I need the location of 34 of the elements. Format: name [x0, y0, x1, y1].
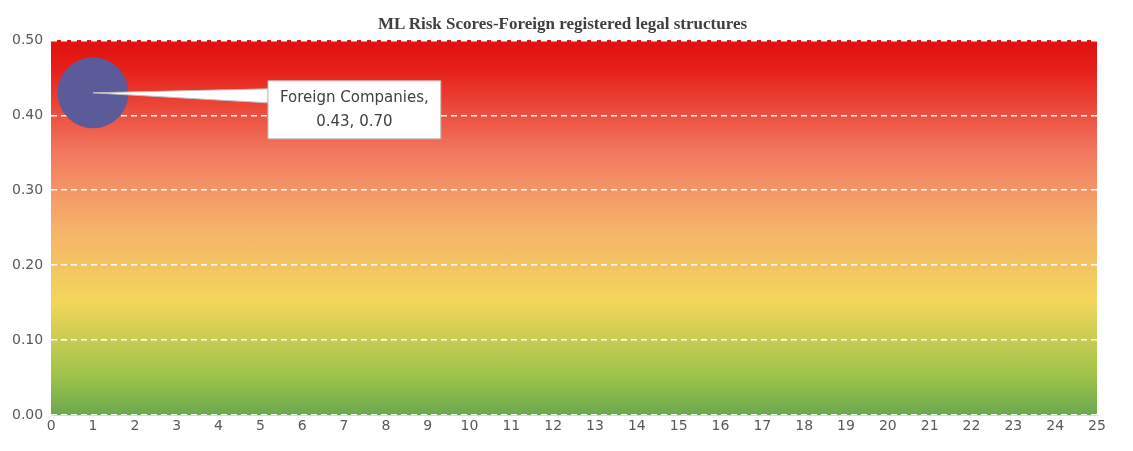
y-tick-label: 0.50: [12, 31, 44, 48]
x-tick-label: 23: [1004, 417, 1023, 434]
annotation: Foreign Companies, 0.43, 0.70: [280, 87, 429, 130]
x-tick-label: 21: [920, 417, 939, 434]
x-tick-label: 7: [339, 417, 349, 434]
x-tick-label: 0: [46, 417, 56, 434]
x-tick-label: 20: [878, 417, 897, 434]
y-tick-label: 0.00: [12, 405, 44, 422]
x-tick-label: 12: [544, 417, 563, 434]
x-tick-label: 18: [795, 417, 814, 434]
x-tick-label: 2: [130, 417, 140, 434]
x-tick-label: 13: [586, 417, 604, 434]
x-tick-label: 25: [1088, 417, 1106, 434]
x-tick-label: 3: [172, 417, 182, 434]
x-tick-label: 9: [423, 417, 433, 434]
x-tick-label: 6: [297, 417, 307, 434]
x-tick-label: 19: [837, 417, 855, 434]
chart-title: ML Risk Scores-Foreign registered legal structures: [377, 13, 748, 33]
x-tick-label: 16: [711, 417, 730, 434]
y-tick-label: 0.20: [12, 255, 44, 272]
x-tick-label: 24: [1046, 417, 1065, 434]
y-tick-label: 0.10: [12, 330, 44, 347]
x-tick-label: 8: [381, 417, 391, 434]
x-tick-label: 11: [502, 417, 521, 434]
y-tick-label: 0.40: [12, 105, 44, 122]
x-tick-label: 5: [255, 417, 265, 434]
x-tick-label: 1: [88, 417, 98, 434]
x-tick-label: 17: [753, 417, 772, 434]
x-tick-label: 4: [214, 417, 224, 434]
x-tick-label: 15: [669, 417, 688, 434]
x-tick-label: 14: [627, 417, 646, 434]
y-tick-label: 0.30: [12, 180, 44, 197]
x-tick-label: 22: [962, 417, 981, 434]
x-tick-label: 10: [460, 417, 479, 434]
